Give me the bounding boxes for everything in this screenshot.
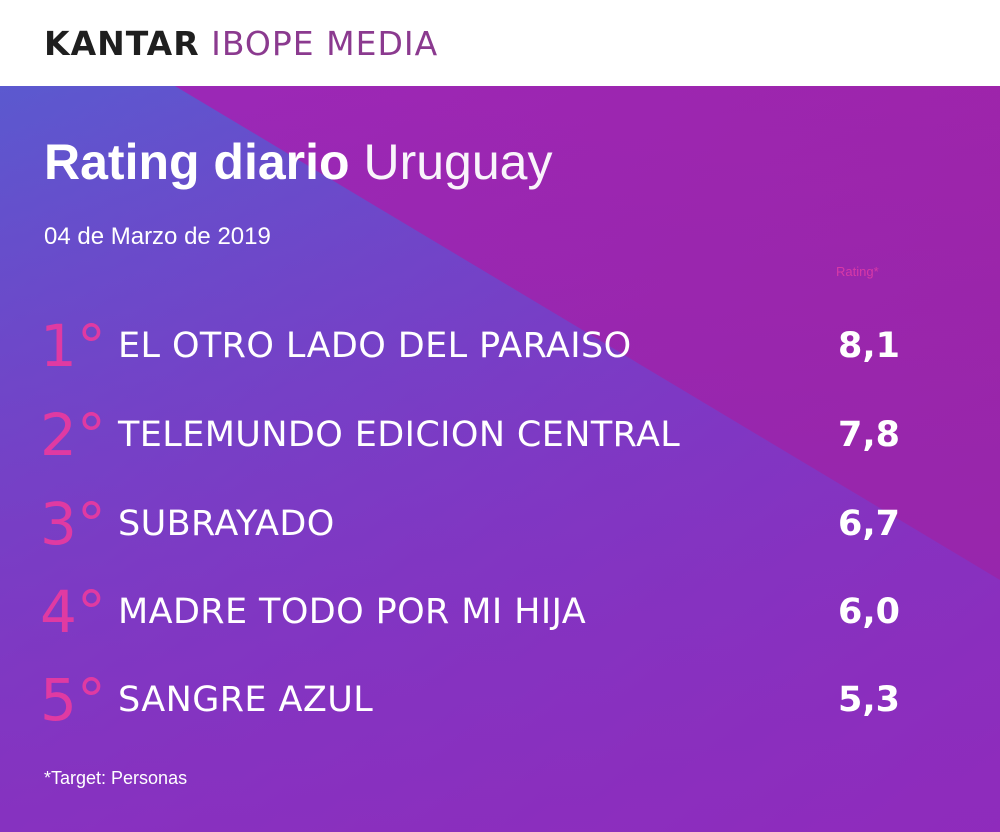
ranking-row-3: 3° SUBRAYADO 6,7 xyxy=(0,484,1000,564)
program-name: SUBRAYADO xyxy=(118,504,335,544)
background-bottom-fade xyxy=(0,86,1000,832)
background-gradient xyxy=(0,86,1000,832)
rating-value: 8,1 xyxy=(838,326,901,366)
ranking-row-5: 5° SANGRE AZUL 5,3 xyxy=(0,660,1000,740)
brand-header: KANTAR IBOPE MEDIA xyxy=(0,0,1000,86)
rank-number: 3° xyxy=(40,490,106,558)
rating-value: 6,0 xyxy=(838,592,901,632)
brand-logo-kantar: KANTAR xyxy=(44,24,200,63)
ranking-row-2: 2° TELEMUNDO EDICION CENTRAL 7,8 xyxy=(0,395,1000,475)
rank-number: 5° xyxy=(40,666,106,734)
ranking-row-4: 4° MADRE TODO POR MI HIJA 6,0 xyxy=(0,572,1000,652)
ranking-list: 1° EL OTRO LADO DEL PARAISO 8,1 2° TELEM… xyxy=(0,306,1000,732)
rating-value: 7,8 xyxy=(838,415,901,455)
page-title-strong: Rating diario xyxy=(44,134,350,190)
page-title-country: Uruguay xyxy=(363,134,553,190)
metric-label: Rating* xyxy=(836,264,879,279)
program-name: TELEMUNDO EDICION CENTRAL xyxy=(118,415,681,455)
program-name: MADRE TODO POR MI HIJA xyxy=(118,592,587,632)
rank-number: 1° xyxy=(40,312,106,380)
program-name: EL OTRO LADO DEL PARAISO xyxy=(118,326,632,366)
brand-logo: KANTAR IBOPE MEDIA xyxy=(44,24,438,64)
target-footnote: *Target: Personas xyxy=(44,768,188,788)
ranking-row-1: 1° EL OTRO LADO DEL PARAISO 8,1 xyxy=(0,306,1000,386)
rank-number: 4° xyxy=(40,578,106,646)
ranking-panel: Rating diario Uruguay 04 de Marzo de 201… xyxy=(0,86,1000,832)
rating-value: 6,7 xyxy=(838,504,901,544)
page-title: Rating diario Uruguay xyxy=(44,132,552,192)
report-date: 04 de Marzo de 2019 xyxy=(44,223,271,250)
rank-number: 2° xyxy=(40,401,106,469)
program-name: SANGRE AZUL xyxy=(118,680,374,720)
brand-logo-ibope-media: IBOPE MEDIA xyxy=(211,24,439,63)
rating-value: 5,3 xyxy=(838,680,901,720)
